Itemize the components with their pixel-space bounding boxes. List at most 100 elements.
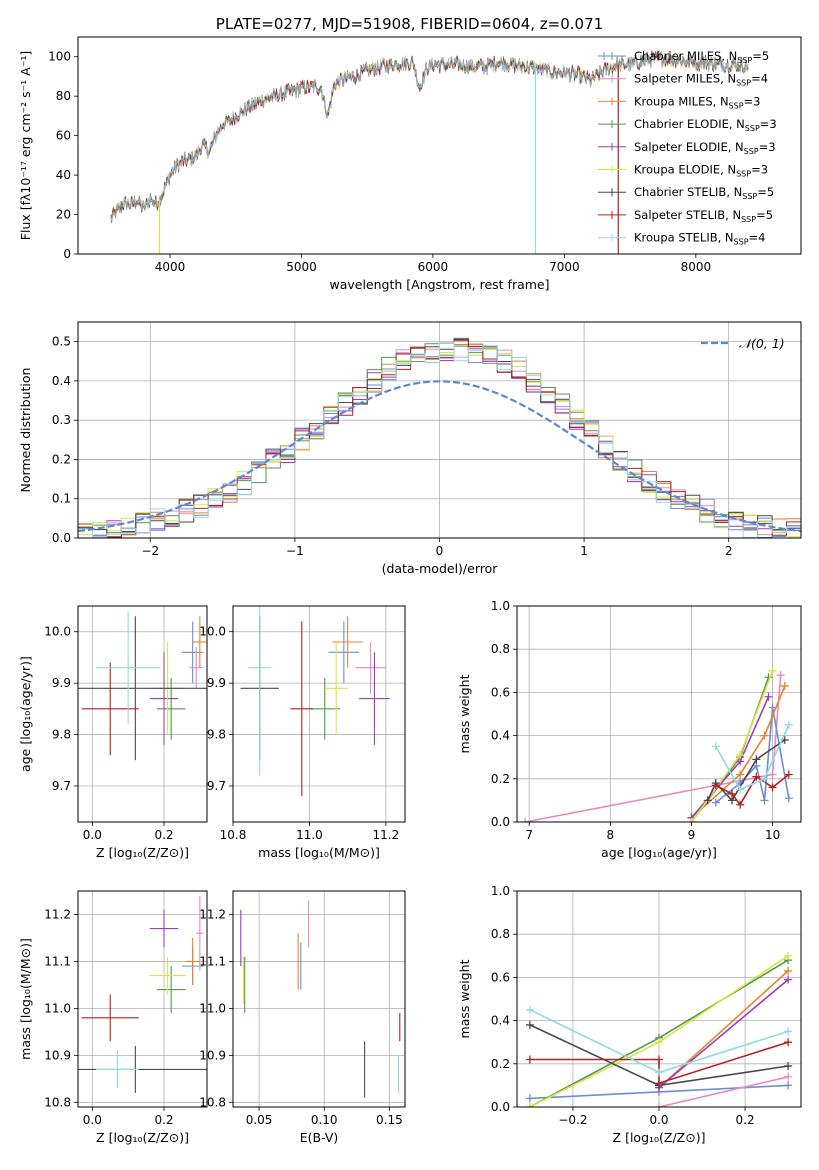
legend-n: =3 [760,117,777,131]
legend-sub: SSP [741,215,756,224]
y-tick-label: 0.6 [491,970,510,984]
legend-name: Kroupa ELODIE, N [634,163,736,177]
mass-weight-line [658,970,789,1089]
y-tick-label: 0.4 [491,729,510,743]
y-tick-label: 0.4 [52,374,71,388]
y-tick-label: 9.8 [52,728,71,742]
plus-marker [521,818,530,822]
plus-marker [768,770,777,779]
errorbar-point [309,678,341,740]
plus-marker [784,951,793,960]
x-tick-label: 0.2 [736,1113,755,1127]
plus-marker [784,1038,793,1047]
y-tick-label: 9.9 [52,676,71,690]
axes-mass-weight-vs-Z: −0.2 0.0 0.2 0.0 0.2 0.4 0.6 0.8 1.0 Z [log₁₀(Z/Z… [457,884,802,1145]
x-tick-label: 0.10 [311,1113,338,1127]
legend-name: Chabrier ELODIE, N [634,117,745,131]
plus-marker [784,975,793,984]
plus-marker [760,774,769,783]
plot-area [233,891,405,1107]
plus-marker [687,818,696,822]
plus-marker [655,1038,663,1047]
ticks [74,341,730,542]
plus-marker [784,720,793,729]
y-tick-label: 0.8 [491,642,510,656]
y-tick-label: 10.9 [44,1048,71,1062]
axes-frame [77,605,208,823]
plus-marker [780,681,789,690]
errorbar-point [355,642,386,694]
legend-n: =5 [756,208,773,222]
x-tick-label: 4000 [155,260,186,274]
x-tick-label: −1 [286,544,304,558]
legend-label: Kroupa MILES, NSSP=3 [634,94,760,110]
plus-marker [711,781,720,790]
ticks [229,914,390,1111]
errorbar-point [156,678,186,740]
y-tick-label: 20 [56,208,71,222]
legend-name: Salpeter STELIB, N [634,208,741,222]
grid [78,891,207,1107]
y-tick-label: 9.7 [52,779,71,793]
plus-marker [736,751,745,760]
x-tick-label: 0.2 [154,828,173,842]
y-tick-label: 100 [48,50,71,64]
legend-label: Chabrier ELODIE, NSSP=3 [634,117,777,133]
legend-sub: SSP [729,101,744,110]
errorbar-point [328,621,360,684]
plot-area [110,50,749,254]
y-tick-label: 40 [56,168,71,182]
axes-frame [516,605,802,823]
x-tick-label: 0.0 [649,1113,668,1127]
y-tick-label: 0.2 [491,772,510,786]
legend-name: Kroupa STELIB, N [634,231,734,245]
legend: 𝒩(0, 1) [701,336,785,351]
y-tick-label: 9.8 [207,728,226,742]
x-tick-label: 0 [436,544,444,558]
y-tick-label: 10.0 [199,625,226,639]
y-tick-label: 10.0 [44,625,71,639]
legend-name: Kroupa MILES, N [634,94,729,108]
legend-n: =5 [757,185,774,199]
axes-frame [77,890,208,1108]
y-axis-label: age [log₁₀(age/yr)] [18,656,33,772]
errorbar-point [149,909,179,948]
chart-title: PLATE=0277, MJD=51908, FIBERID=0604, z=0… [216,15,603,33]
ticks [229,631,387,826]
plus-marker [760,796,769,805]
axes-age-vs-Z: 0.0 0.2 9.7 9.8 9.9 10.0 Z [log₁₀(Z/Z⊙)] age [l… [18,605,208,860]
errorbar-point [149,652,179,745]
errorbar-point [95,1050,139,1089]
ticks [513,605,773,826]
axes-spectrum: 4000 5000 6000 7000 8000 0 20 40 60 80 100 waveleng… [18,36,802,292]
x-tick-label: −0.2 [558,1113,587,1127]
legend-name: Chabrier MILES, N [634,49,737,63]
x-tick-label: 0.0 [83,828,102,842]
plus-marker [525,1103,534,1107]
x-tick-label: 10 [765,828,780,842]
x-tick-label: 0.15 [376,1113,403,1127]
y-axis-label: Normed distribution [18,368,33,493]
legend-name: Salpeter ELODIE, N [634,140,744,154]
plus-marker [764,692,773,701]
mass-weight-line [658,978,789,1089]
plus-marker [784,966,793,975]
gaussian-curve [78,380,801,533]
axes-frame [77,36,802,255]
plus-marker [525,1094,534,1103]
axes-mass-vs-Z: 0.0 0.2 10.8 10.9 11.0 11.1 11.2 Z [log₁₀(Z/Z⊙)… [18,890,208,1145]
axes-age-vs-mass: 10.8 11.0 11.2 9.7 9.8 9.9 10.0 mass [log₁₀(M/M… [199,605,406,860]
errorbar-point [78,616,207,761]
plus-marker [784,1061,793,1070]
grid [517,606,801,822]
grid [78,606,207,822]
x-axis-label: Z [log₁₀(Z/Z⊙)] [613,1130,706,1145]
y-tick-label: 9.9 [207,676,226,690]
axes-frame [232,890,406,1108]
plus-marker [711,742,720,751]
legend-sub: SSP [737,56,752,65]
legend-sub: SSP [734,238,749,247]
plus-marker [728,789,737,798]
errorbar-point [189,647,204,689]
